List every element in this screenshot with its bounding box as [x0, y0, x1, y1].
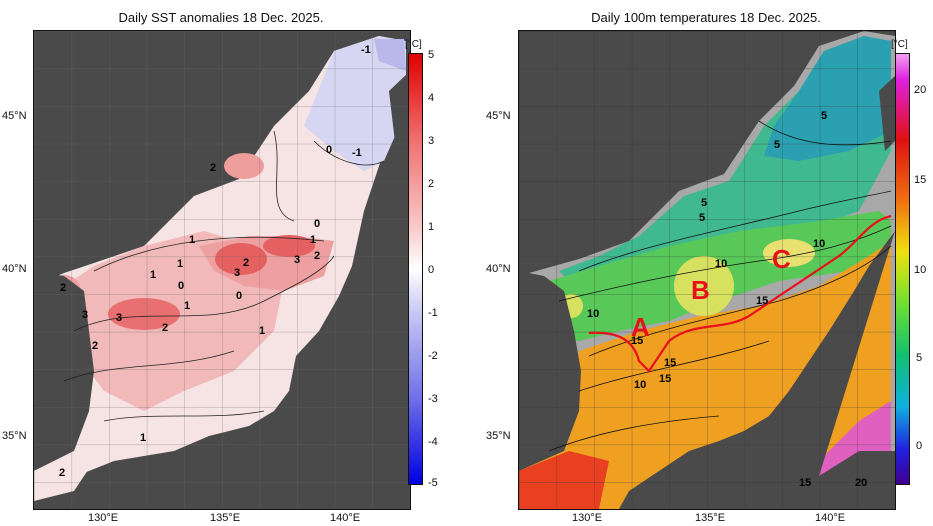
svg-text:5: 5: [699, 212, 705, 224]
temp-100m-canvas: A B C 5 5 5 5 10 10 10 15 15 15 10 15 15…: [519, 31, 895, 509]
right-panel-title: Daily 100m temperatures 18 Dec. 2025.: [591, 10, 821, 25]
svg-text:20: 20: [855, 477, 867, 489]
svg-text:1: 1: [140, 432, 146, 444]
svg-text:15: 15: [664, 357, 676, 369]
left-lat-35: 35°N: [2, 430, 27, 442]
left-panel-title: Daily SST anomalies 18 Dec. 2025.: [118, 10, 324, 25]
svg-text:15: 15: [659, 373, 671, 385]
sst-anomaly-canvas: -1 -1 0 0 1 1 1 0 1 2 3 3 2 3 2 2 3 2 1 …: [34, 31, 410, 509]
left-lat-40: 40°N: [2, 263, 27, 275]
temp-contour-labels: 5 5 5 5 10 10 10 15 15 15 10 15 15 20: [587, 110, 867, 489]
region-label-b: B: [691, 275, 710, 305]
svg-text:5: 5: [774, 139, 780, 151]
right-lon-130: 130°E: [572, 512, 603, 524]
right-colorbar: [895, 53, 910, 485]
svg-text:1: 1: [310, 234, 316, 246]
svg-text:2: 2: [314, 250, 320, 262]
svg-text:0: 0: [326, 144, 332, 156]
anomaly-contours: [63, 130, 385, 422]
svg-text:0: 0: [236, 290, 242, 302]
temp-contours: [548, 120, 892, 452]
sst-anomaly-map: -1 -1 0 0 1 1 1 0 1 2 3 3 2 3 2 2 3 2 1 …: [33, 30, 411, 510]
svg-text:10: 10: [587, 308, 599, 320]
svg-text:10: 10: [634, 379, 646, 391]
svg-text:5: 5: [821, 110, 827, 122]
svg-text:15: 15: [799, 477, 811, 489]
region-label-c: C: [772, 244, 791, 274]
right-lon-140: 140°E: [815, 512, 846, 524]
svg-text:2: 2: [162, 322, 168, 334]
svg-text:2: 2: [59, 467, 65, 479]
svg-text:-1: -1: [361, 44, 371, 56]
right-lon-135: 135°E: [695, 512, 726, 524]
svg-text:2: 2: [60, 282, 66, 294]
svg-text:1: 1: [177, 258, 183, 270]
svg-text:5: 5: [701, 197, 707, 209]
region-label-a: A: [631, 312, 650, 342]
right-lat-45: 45°N: [486, 110, 511, 122]
svg-text:3: 3: [116, 312, 122, 324]
svg-text:3: 3: [82, 309, 88, 321]
svg-text:0: 0: [178, 280, 184, 292]
svg-text:15: 15: [631, 335, 643, 347]
right-colorbar-unit: [°C]: [891, 39, 908, 50]
svg-text:3: 3: [294, 254, 300, 266]
svg-text:1: 1: [189, 234, 195, 246]
svg-text:-1: -1: [352, 147, 362, 159]
anomaly-contour-labels: -1 -1 0 0 1 1 1 0 1 2 3 3 2 3 2 2 3 2 1 …: [59, 44, 371, 479]
left-lon-140: 140°E: [330, 512, 361, 524]
right-lat-40: 40°N: [486, 263, 511, 275]
left-lat-45: 45°N: [2, 110, 27, 122]
svg-text:1: 1: [150, 269, 156, 281]
right-lat-35: 35°N: [486, 430, 511, 442]
svg-text:2: 2: [92, 340, 98, 352]
temp-100m-map: A B C 5 5 5 5 10 10 10 15 15 15 10 15 15…: [518, 30, 896, 510]
polar-front-line: [588, 214, 892, 373]
svg-text:1: 1: [184, 300, 190, 312]
svg-text:0: 0: [314, 218, 320, 230]
left-lon-130: 130°E: [88, 512, 119, 524]
svg-text:1: 1: [259, 325, 265, 337]
svg-text:3: 3: [234, 267, 240, 279]
svg-text:15: 15: [756, 295, 768, 307]
svg-text:2: 2: [243, 257, 249, 269]
left-colorbar: [408, 53, 423, 485]
left-colorbar-unit: [°C]: [405, 39, 422, 50]
svg-text:2: 2: [210, 162, 216, 174]
svg-text:10: 10: [813, 238, 825, 250]
left-lon-135: 135°E: [210, 512, 241, 524]
svg-text:10: 10: [715, 258, 727, 270]
